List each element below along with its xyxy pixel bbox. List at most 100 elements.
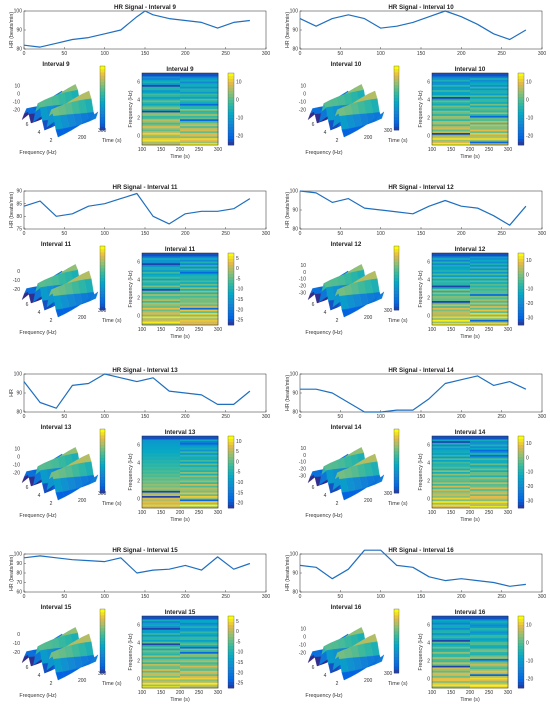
spectrogram-cell <box>142 629 181 632</box>
time-axis-label: Time (s) <box>388 681 408 687</box>
colorbar-step <box>228 487 234 491</box>
colorbar-step <box>100 110 105 115</box>
colorbar-step <box>228 91 234 95</box>
colorbar-step <box>100 457 105 462</box>
spectrogram-cell <box>180 134 219 137</box>
chart-title: HR Signal - Interval 12 <box>388 184 454 191</box>
chart-title: HR Signal - Interval 16 <box>388 547 454 554</box>
colorbar-step <box>518 292 524 296</box>
colorbar-step <box>228 655 234 659</box>
spectrogram-cell <box>470 81 509 84</box>
freq-tick-label: 2 <box>336 681 339 687</box>
spectrogram-cell <box>432 270 471 273</box>
spectrogram-cell <box>470 290 509 293</box>
spectrogram-cell <box>470 684 509 687</box>
spectrogram-cell <box>142 258 181 261</box>
colorbar-tick-label: -15 <box>236 660 243 666</box>
spectrogram-cell <box>470 454 509 457</box>
colorbar-step <box>394 117 399 121</box>
time-tick-label: 300 <box>384 308 393 314</box>
x-tick-label: 250 <box>221 414 230 420</box>
colorbar-step <box>228 316 234 320</box>
spectrogram-cell <box>142 292 181 295</box>
spectrogram-cell <box>142 672 181 675</box>
spectrogram-cell <box>432 297 471 300</box>
spectrogram-cell <box>470 497 509 500</box>
hr-line-chart-7: HR Signal - Interval 12 0 50 100 150 200 250 30… <box>285 184 546 237</box>
spectrogram-cell <box>142 684 181 687</box>
x-tick-label: 100 <box>428 510 437 516</box>
y-tick-label: 0 <box>137 497 140 503</box>
time-tick-label: 200 <box>78 315 87 321</box>
spectrogram-cell <box>180 98 219 101</box>
spectrogram-cell <box>142 667 181 670</box>
colorbar-step <box>100 644 105 648</box>
spectrogram-cell <box>432 253 471 256</box>
colorbar-step <box>394 451 399 455</box>
spectrogram-cell <box>180 313 219 316</box>
freq-tick-label: 4 <box>38 310 41 316</box>
colorbar-step <box>518 679 524 683</box>
time-tick-label: 300 <box>98 491 107 497</box>
colorbar-step <box>228 625 234 629</box>
y-axis-label: HR <box>9 389 15 397</box>
colorbar-step <box>518 643 524 647</box>
spectrogram-cell <box>432 657 471 660</box>
colorbar-step <box>394 110 399 115</box>
y-axis-label: Frequency (Hz) <box>418 90 424 127</box>
x-axis-label: Time (s) <box>460 517 480 523</box>
spectrogram-cell <box>470 436 509 439</box>
spectrogram-cell <box>180 482 219 485</box>
spectrogram-cell <box>180 299 219 302</box>
x-tick-label: 100 <box>100 231 109 237</box>
spectrogram-cell <box>470 278 509 281</box>
spectrogram-cell <box>470 299 509 302</box>
freq-axis-label: Frequency (Hz) <box>305 513 342 519</box>
spectrogram-cell <box>142 273 181 276</box>
colorbar-step <box>518 646 524 650</box>
spectrogram-cell <box>432 626 471 629</box>
z-tick-label: -20 <box>13 650 20 656</box>
spectrogram-cell <box>180 85 219 88</box>
spectrogram-cell <box>432 73 471 76</box>
hr-line-chart-0: HR Signal - Interval 9 0 50 100 150 200 250 300… <box>9 4 270 57</box>
colorbar-step <box>228 310 234 314</box>
spectrogram-cell <box>180 475 219 478</box>
spectrogram-cell <box>432 105 471 108</box>
time-tick-label: 300 <box>98 128 107 134</box>
spectrogram-cell <box>432 110 471 113</box>
spectrogram-cell <box>142 313 181 316</box>
spectrogram-cell <box>432 95 471 98</box>
spectrogram-cell <box>180 453 219 456</box>
spectrogram-cell <box>470 143 509 146</box>
hr-line-chart-6: HR Signal - Interval 11 0 50 100 150 200 250 30… <box>9 184 270 237</box>
spectrogram-cell <box>470 297 509 300</box>
spectrogram-cell <box>432 619 471 622</box>
spectrogram-cell <box>180 670 219 673</box>
spectrogram-cell <box>142 306 181 309</box>
time-tick-label: 200 <box>364 315 373 321</box>
hr-line-chart-12: HR Signal - Interval 13 0 50 100 150 200 250 30… <box>9 367 270 420</box>
spectrogram-cell <box>142 321 181 324</box>
colorbar-step <box>518 436 524 440</box>
z-tick-label: -20 <box>299 651 306 657</box>
spectrogram-cell <box>432 456 471 459</box>
spectrogram-cell <box>142 652 181 655</box>
colorbar-tick-label: -10 <box>236 116 243 122</box>
spectrogram-cell <box>180 314 219 317</box>
colorbar-tick-label: -20 <box>526 677 533 683</box>
x-tick-label: 200 <box>466 147 475 153</box>
spectrogram-cell <box>432 473 471 476</box>
z-tick-label: -30 <box>299 473 306 479</box>
y-tick-label: 0 <box>137 677 140 683</box>
colorbar-step <box>100 461 105 465</box>
x-tick-label: 150 <box>141 414 150 420</box>
spectrogram-cell <box>180 78 219 81</box>
colorbar-step <box>518 484 524 488</box>
freq-tick-label: 6 <box>26 665 29 671</box>
colorbar-step <box>228 622 234 626</box>
spectrogram-cell <box>470 289 509 292</box>
colorbar-step <box>228 454 234 458</box>
colorbar-step <box>518 460 524 464</box>
spectrogram-cell <box>142 78 181 81</box>
